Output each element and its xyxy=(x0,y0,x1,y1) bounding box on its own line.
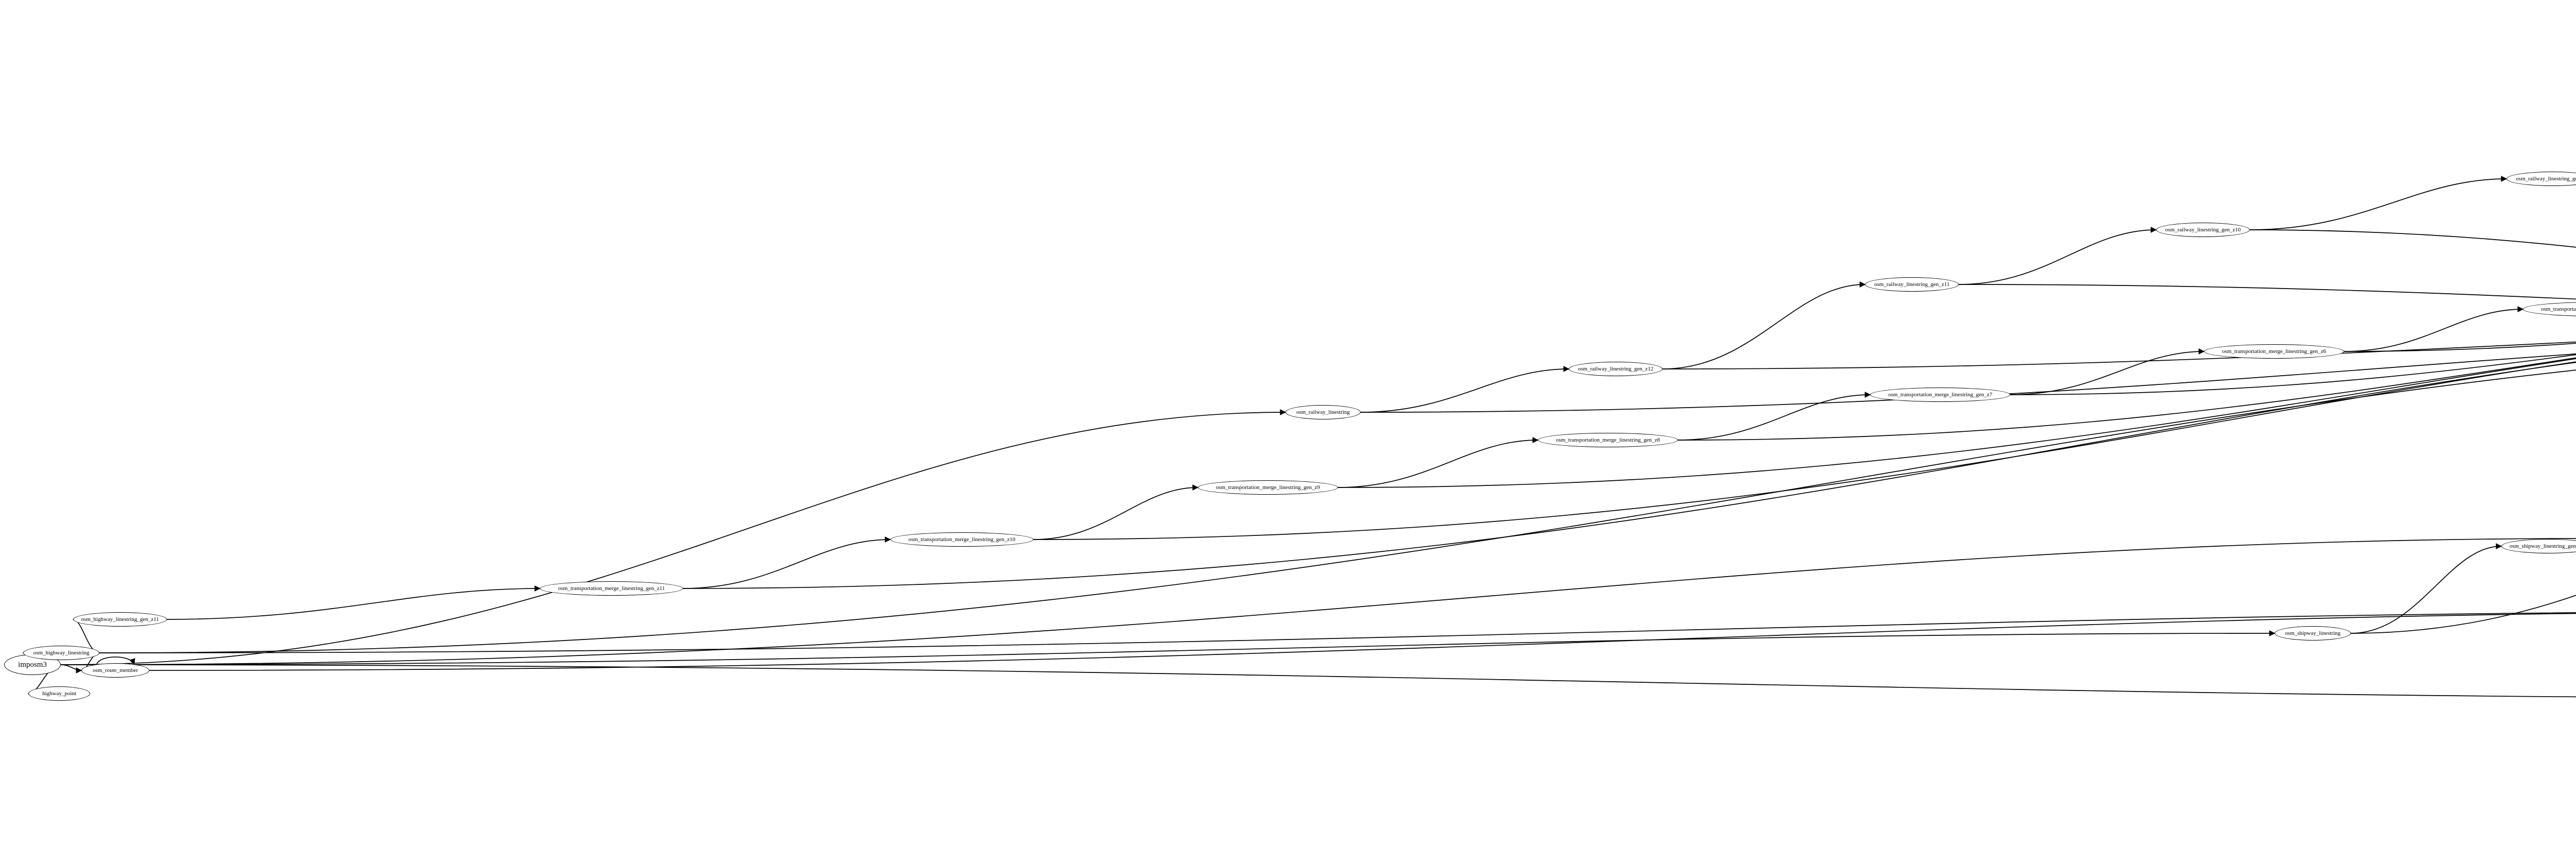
graph-node-label: osm_railway_linestring_gen_z11 xyxy=(1874,281,1950,288)
graph-edge xyxy=(683,536,891,589)
graph-node-osm_railway_linestring_gen_z11[interactable]: osm_railway_linestring_gen_z11 xyxy=(1865,277,1959,292)
graph-node-label: osm_shipway_linestring xyxy=(2285,630,2341,636)
graph-node-label: osm_transportation_merge_linestring_gen_… xyxy=(2540,306,2576,312)
graph-edge xyxy=(1337,437,1539,488)
graph-node-label: osm_transportation_merge_linestring_gen_… xyxy=(558,585,665,592)
graph-node-label: osm_transportation_merge_linestring_gen_… xyxy=(1215,484,1320,491)
graph-edge xyxy=(2350,595,2576,634)
graph-edge xyxy=(2249,176,2507,230)
graph-node-osm_shipway_linestring_gen_z12[interactable]: osm_shipway_linestring_gen_z12 xyxy=(2501,539,2576,553)
graph-node-osm_railway_linestring[interactable]: osm_railway_linestring xyxy=(1285,405,1361,419)
graph-node-label: osm_transportation_merge_linestring_gen_… xyxy=(1888,391,1993,398)
graph-node-osm_highway_linestring_gen_z11[interactable]: osm_highway_linestring_gen_z11 xyxy=(73,612,167,627)
graph-node-osm_railway_linestring_gen_z9[interactable]: osm_railway_linestring_gen_z9 xyxy=(2506,172,2576,186)
graph-node-label: osm_transportation_merge_linestring_gen_… xyxy=(2222,348,2327,355)
graph-edge xyxy=(60,630,2276,665)
graph-node-label: osm_shipway_linestring_gen_z12 xyxy=(2509,543,2576,549)
graph-edge xyxy=(99,612,2576,653)
graph-node-label: osm_railway_linestring_gen_z9 xyxy=(2516,175,2576,182)
graph-node-osm_route_member[interactable]: osm_route_member xyxy=(81,663,149,678)
graph-edge xyxy=(2010,348,2205,395)
graph-edge xyxy=(1958,227,2157,285)
graph-node-label: osm_route_member xyxy=(93,667,138,673)
graph-edge xyxy=(60,664,2576,698)
graph-edge xyxy=(60,409,1286,665)
graph-node-label: osm_transportation_merge_linestring_gen_… xyxy=(908,536,1015,543)
graph-node-label: osm_highway_linestring_gen_z11 xyxy=(81,616,159,622)
graph-edge xyxy=(2344,306,2524,352)
graph-edge xyxy=(1033,361,2576,540)
graph-edge xyxy=(1662,281,1866,369)
graph-edge xyxy=(683,362,2576,589)
graph-edge xyxy=(2350,543,2502,634)
graph-edge xyxy=(166,585,541,620)
graph-node-osm_shipway_linestring[interactable]: osm_shipway_linestring xyxy=(2275,626,2351,641)
graph-node-label: osm_railway_linestring_gen_z12 xyxy=(1578,365,1654,372)
graph-node-osm_transportation_merge_linestring_gen_z9[interactable]: osm_transportation_merge_linestring_gen_… xyxy=(1198,480,1338,495)
graph-edge xyxy=(1360,366,1570,413)
graph-edge xyxy=(2249,229,2576,248)
graph-node-label: osm_railway_linestring_gen_z10 xyxy=(2165,226,2241,233)
graph-node-label: osm_transportation_merge_linestring_gen_… xyxy=(1555,436,1660,443)
graph-node-label: imposm3 xyxy=(18,660,47,669)
graph-node-osm_highway_linestring[interactable]: osm_highway_linestring xyxy=(23,646,99,660)
graph-edge xyxy=(1360,353,2576,413)
graph-edge xyxy=(2010,354,2576,395)
graph-node-highway_point[interactable]: highway_point xyxy=(28,686,90,701)
graph-node-label: osm_highway_linestring xyxy=(33,649,90,656)
graph-node-osm_transportation_merge_linestring_gen_z7[interactable]: osm_transportation_merge_linestring_gen_… xyxy=(1870,388,2010,402)
graph-node-osm_transportation_merge_linestring_gen_z8[interactable]: osm_transportation_merge_linestring_gen_… xyxy=(1538,433,1678,447)
graph-edge xyxy=(60,538,2576,665)
graph-edge xyxy=(149,613,2576,671)
graph-edge xyxy=(2344,343,2576,352)
graph-edge xyxy=(1662,341,2576,369)
graph-node-label: highway_point xyxy=(42,690,76,697)
graph-edge xyxy=(1677,357,2576,441)
graph-edge xyxy=(96,656,135,665)
graph-node-osm_transportation_merge_linestring_gen_z11[interactable]: osm_transportation_merge_linestring_gen_… xyxy=(540,581,683,596)
graph-edge xyxy=(99,369,2576,653)
graph-node-osm_railway_linestring_gen_z12[interactable]: osm_railway_linestring_gen_z12 xyxy=(1569,362,1663,376)
graph-edge xyxy=(1033,484,1199,540)
graph-edge xyxy=(1958,284,2576,300)
graph-edge xyxy=(1677,392,1871,441)
graph-node-label: osm_railway_linestring xyxy=(1296,409,1350,415)
graph-node-osm_transportation_merge_linestring_gen_z6[interactable]: osm_transportation_merge_linestring_gen_… xyxy=(2204,344,2344,359)
graph-edge xyxy=(1337,358,2576,488)
graph-node-osm_railway_linestring_gen_z10[interactable]: osm_railway_linestring_gen_z10 xyxy=(2156,223,2250,237)
graph-node-osm_transportation_merge_linestring_gen_z10[interactable]: osm_transportation_merge_linestring_gen_… xyxy=(890,532,1033,547)
graph-edge xyxy=(60,664,82,673)
